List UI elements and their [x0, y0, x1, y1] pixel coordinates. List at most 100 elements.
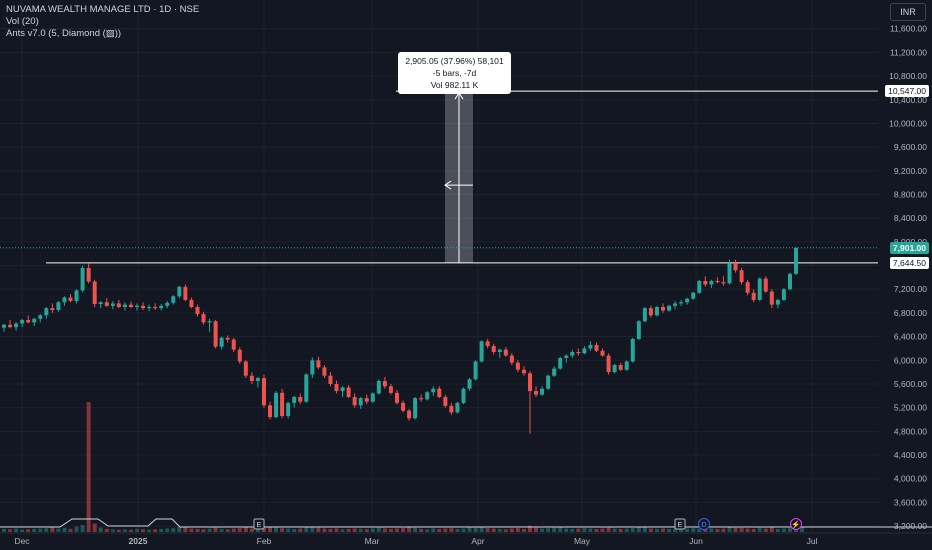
- candle-body: [255, 378, 260, 382]
- dividend-marker: D: [698, 518, 710, 530]
- volume-bar: [147, 529, 152, 532]
- candle-body: [189, 299, 194, 308]
- candle-body: [552, 368, 557, 376]
- candle-body: [576, 352, 581, 354]
- candle-body: [80, 267, 85, 291]
- candle-body: [171, 296, 176, 303]
- split-marker: ⚡: [790, 518, 802, 530]
- candle-body: [153, 307, 158, 309]
- candle-body: [328, 375, 333, 384]
- x-tick-label: Feb: [257, 536, 272, 546]
- candle-body: [679, 302, 684, 304]
- y-tick-label: 10,800.00: [889, 71, 927, 81]
- volume-bar: [775, 528, 780, 532]
- volume-bar: [443, 528, 448, 532]
- volume-bar: [787, 528, 792, 532]
- candle-body: [763, 278, 768, 292]
- volume-bar: [135, 528, 140, 532]
- volume-bar: [491, 528, 496, 532]
- y-tick-label: 6,800.00: [894, 308, 927, 318]
- candle-body: [727, 263, 732, 284]
- volume-bar: [534, 527, 539, 532]
- volume-bar: [195, 528, 200, 532]
- volume-bar: [733, 527, 738, 532]
- volume-bar: [407, 527, 412, 532]
- volume-bar: [479, 526, 484, 532]
- volume-indicator-label[interactable]: Vol (20): [6, 16, 39, 27]
- candle-body: [122, 304, 127, 308]
- candle-body: [721, 282, 726, 284]
- candle-body: [219, 337, 224, 347]
- ants-indicator-line: [0, 518, 932, 528]
- volume-bar: [346, 528, 351, 532]
- volume-bar: [86, 402, 91, 532]
- candle-body: [68, 297, 73, 302]
- candle-body: [231, 339, 236, 350]
- candle-body: [183, 286, 188, 300]
- time-axis[interactable]: Dec 2025 Feb Mar Apr May Jun Jul: [0, 532, 932, 546]
- volume-bar: [455, 528, 460, 532]
- candle-body: [261, 378, 266, 406]
- volume-bar: [394, 528, 399, 532]
- candle-body: [630, 338, 635, 362]
- volume-bar: [243, 527, 248, 532]
- volume-bar: [207, 528, 212, 532]
- volume-bar: [376, 527, 381, 532]
- candle-body: [237, 349, 242, 362]
- volume-bar: [630, 528, 635, 532]
- candle-body: [147, 307, 152, 309]
- ants-indicator-label[interactable]: Ants v7.0 (5, Diamond (▨)): [6, 28, 122, 39]
- candle-body: [521, 369, 526, 374]
- y-tick-label: 9,600.00: [894, 142, 927, 152]
- volume-bar: [648, 528, 653, 532]
- volume-bar: [781, 528, 786, 532]
- candle-body: [582, 348, 587, 354]
- measure-tool: [444, 91, 473, 264]
- volume-bar: [709, 528, 714, 532]
- y-tick-label: 8,800.00: [894, 190, 927, 200]
- volume-bar: [322, 528, 327, 532]
- candle-body: [709, 280, 714, 285]
- candle-body: [449, 405, 454, 413]
- candle-body: [594, 344, 599, 351]
- volume-bar: [564, 528, 569, 532]
- candle-body: [769, 291, 774, 305]
- candle-body: [225, 337, 230, 340]
- currency-button[interactable]: INR: [890, 3, 926, 21]
- symbol-title[interactable]: NUVAMA WEALTH MANAGE LTD · 1D · NSE: [6, 4, 200, 15]
- volume-bar: [769, 527, 774, 532]
- volume-bar: [80, 525, 85, 532]
- candle-body: [201, 314, 206, 323]
- grid: [0, 0, 878, 532]
- current-price-tag: 7,901.00: [889, 241, 929, 254]
- candle-body: [419, 398, 424, 400]
- volume-bar: [509, 528, 514, 532]
- candle-body: [135, 305, 140, 308]
- candle-body: [116, 303, 121, 308]
- candle-body: [455, 402, 460, 413]
- candle-body: [110, 303, 115, 306]
- volume-bar: [249, 528, 254, 532]
- candle-body: [588, 344, 593, 349]
- candle-body: [177, 286, 182, 297]
- volume-bar: [624, 528, 629, 532]
- volume-bar: [552, 527, 557, 532]
- candle-body: [691, 292, 696, 299]
- candle-body: [86, 267, 91, 282]
- candle-body: [364, 398, 369, 402]
- candle-body: [352, 397, 357, 406]
- level-price-tag: 7,644.50: [889, 256, 929, 269]
- volume-bar: [757, 527, 762, 532]
- candle-body: [534, 391, 539, 395]
- candle-body: [503, 349, 508, 356]
- event-markers: E E D ⚡: [253, 518, 802, 530]
- candle-body: [213, 321, 218, 347]
- volume-bar: [606, 527, 611, 532]
- measure-tooltip: 2,905.05 (37.96%) 58,101 -5 bars, -7d Vo…: [398, 52, 511, 94]
- volume-bar: [20, 529, 25, 532]
- y-tick-label: 3,600.00: [894, 497, 927, 507]
- candle-body: [334, 383, 339, 392]
- candle-body: [479, 341, 484, 362]
- volume-bar: [618, 528, 623, 532]
- candle-body: [14, 323, 19, 328]
